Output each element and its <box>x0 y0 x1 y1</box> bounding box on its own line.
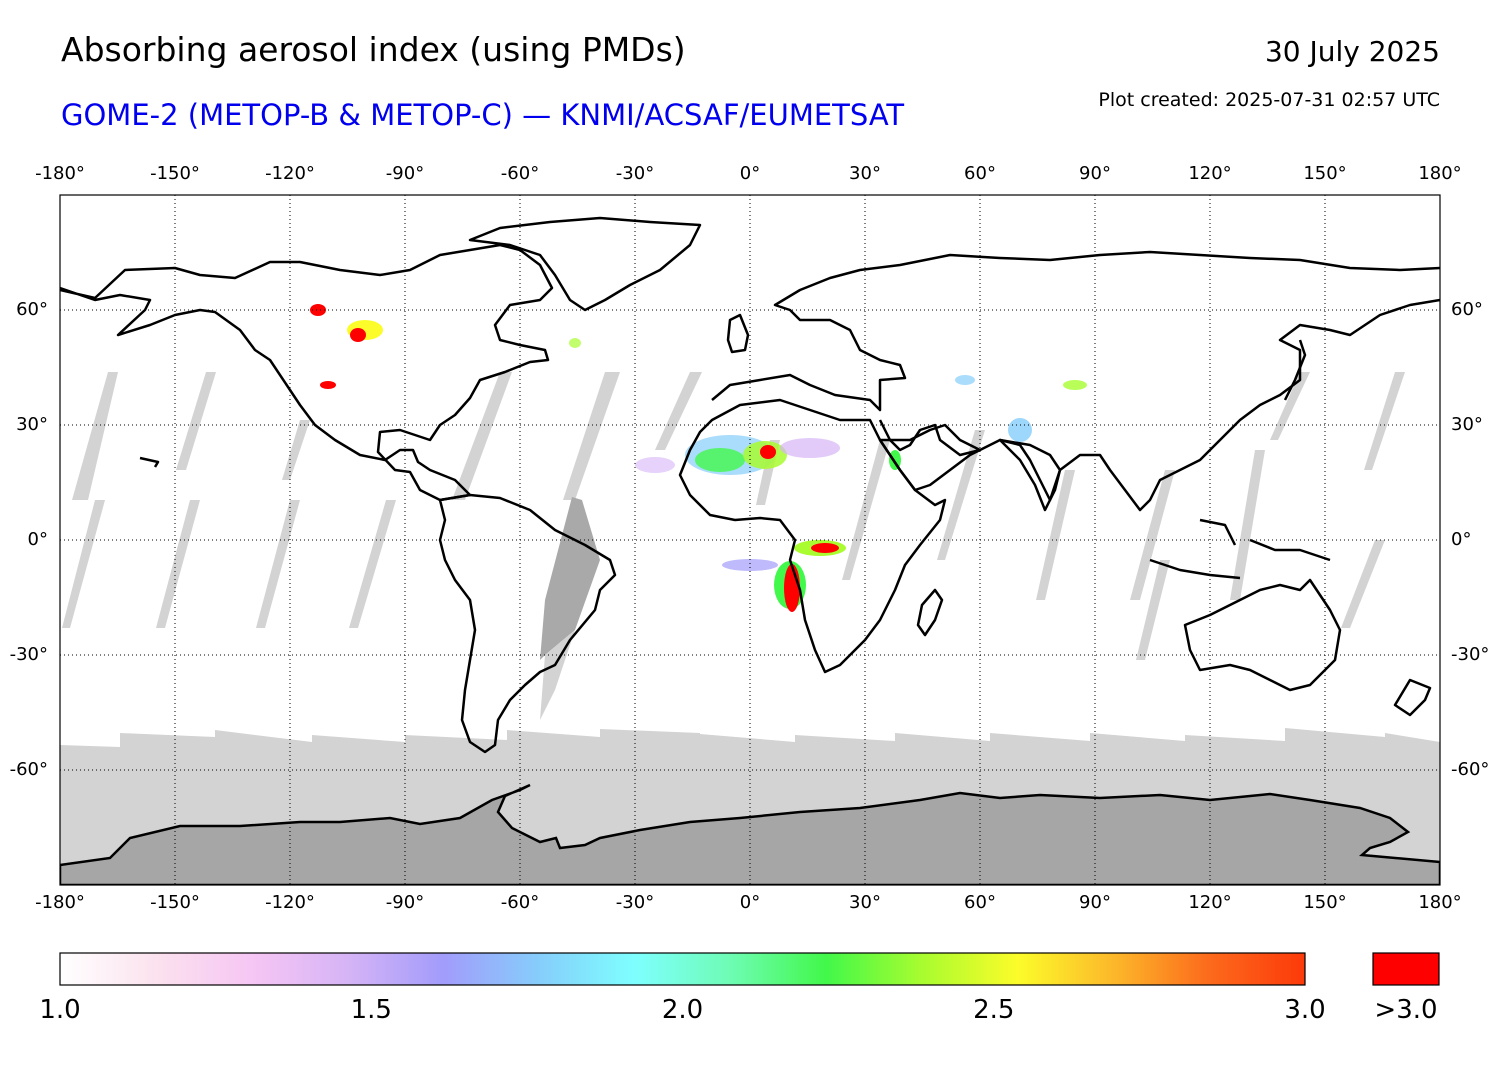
lon-tick-label-top: 0° <box>739 163 761 184</box>
colorbar-tick-label: 2.5 <box>973 995 1015 1025</box>
colorbar-tick-label: 1.5 <box>350 995 392 1025</box>
graticule-grid <box>60 195 1440 885</box>
uk-coast <box>726 313 750 354</box>
lat-tick-label-right: -60° <box>1451 759 1490 780</box>
plot-created-timestamp: Plot created: 2025-07-31 02:57 UTC <box>1098 89 1440 111</box>
lat-tick-label-left: -30° <box>9 644 48 665</box>
lon-tick-label-bottom: 150° <box>1303 892 1347 913</box>
lon-tick-label-bottom: 30° <box>849 892 881 913</box>
lon-tick-label-bottom: -120° <box>265 892 315 913</box>
lat-tick-label-left: 0° <box>27 529 48 550</box>
colorbar-tick-label: 3.0 <box>1284 995 1326 1025</box>
new-zealand-coast <box>1393 678 1432 717</box>
lon-tick-label-top: 90° <box>1079 163 1111 184</box>
lon-tick-label-top: 180° <box>1418 163 1462 184</box>
lat-tick-label-right: 0° <box>1451 529 1472 550</box>
madagascar-coast <box>916 588 944 637</box>
southeast-asia-islands <box>1149 518 1331 580</box>
lon-tick-label-top: 30° <box>849 163 881 184</box>
south-america-coast <box>438 493 617 754</box>
colorbar-tick-label: 1.0 <box>39 995 81 1025</box>
india-coast <box>998 438 1062 512</box>
lat-tick-label-left: -60° <box>9 759 48 780</box>
hawaii-islands <box>139 456 160 468</box>
eurasia-coast <box>711 250 1440 512</box>
lat-tick-label-right: -30° <box>1451 644 1490 665</box>
lat-tick-label-right: 30° <box>1451 414 1483 435</box>
colorbar-overflow-swatch <box>1372 952 1440 986</box>
lon-tick-label-bottom: 90° <box>1079 892 1111 913</box>
lon-tick-label-top: 120° <box>1188 163 1232 184</box>
lon-tick-label-bottom: -150° <box>150 892 200 913</box>
lon-tick-label-bottom: -90° <box>385 892 425 913</box>
lon-tick-label-top: 150° <box>1303 163 1347 184</box>
australia-coast <box>1183 578 1342 692</box>
lon-tick-label-top: -150° <box>150 163 200 184</box>
north-america-coast <box>60 243 554 502</box>
arabian-peninsula-coast <box>878 423 982 492</box>
lon-tick-label-bottom: -30° <box>615 892 655 913</box>
lon-tick-label-bottom: 120° <box>1188 892 1232 913</box>
lon-tick-label-top: -120° <box>265 163 315 184</box>
lon-tick-label-top: -90° <box>385 163 425 184</box>
lon-tick-label-bottom: 0° <box>739 892 761 913</box>
colorbar <box>59 952 1306 986</box>
lon-tick-label-bottom: 180° <box>1418 892 1462 913</box>
lon-tick-label-top: -30° <box>615 163 655 184</box>
lat-tick-label-left: 60° <box>16 299 48 320</box>
map-frame <box>59 194 1441 886</box>
lon-tick-label-top: 60° <box>964 163 996 184</box>
south-atlantic-gap-light <box>540 630 575 720</box>
japan-coast <box>1283 339 1307 401</box>
map-title: Absorbing aerosol index (using PMDs) <box>61 30 686 69</box>
lat-tick-label-right: 60° <box>1451 299 1483 320</box>
aerosol-plumes <box>310 304 1087 612</box>
map-date: 30 July 2025 <box>1264 35 1440 68</box>
lat-tick-label-left: 30° <box>16 414 48 435</box>
map-subtitle: GOME-2 (METOP-B & METOP-C) — KNMI/ACSAF/… <box>61 98 905 132</box>
lon-tick-label-top: -60° <box>500 163 540 184</box>
greenland-coast <box>468 216 702 312</box>
lon-tick-label-top: -180° <box>35 163 85 184</box>
south-atlantic-gap-dark <box>540 497 600 660</box>
swath-gaps <box>62 372 1405 660</box>
lon-tick-label-bottom: -180° <box>35 892 85 913</box>
colorbar-overflow-label: >3.0 <box>1374 995 1438 1025</box>
lon-tick-label-bottom: -60° <box>500 892 540 913</box>
lon-tick-label-bottom: 60° <box>964 892 996 913</box>
colorbar-tick-label: 2.0 <box>661 995 704 1025</box>
